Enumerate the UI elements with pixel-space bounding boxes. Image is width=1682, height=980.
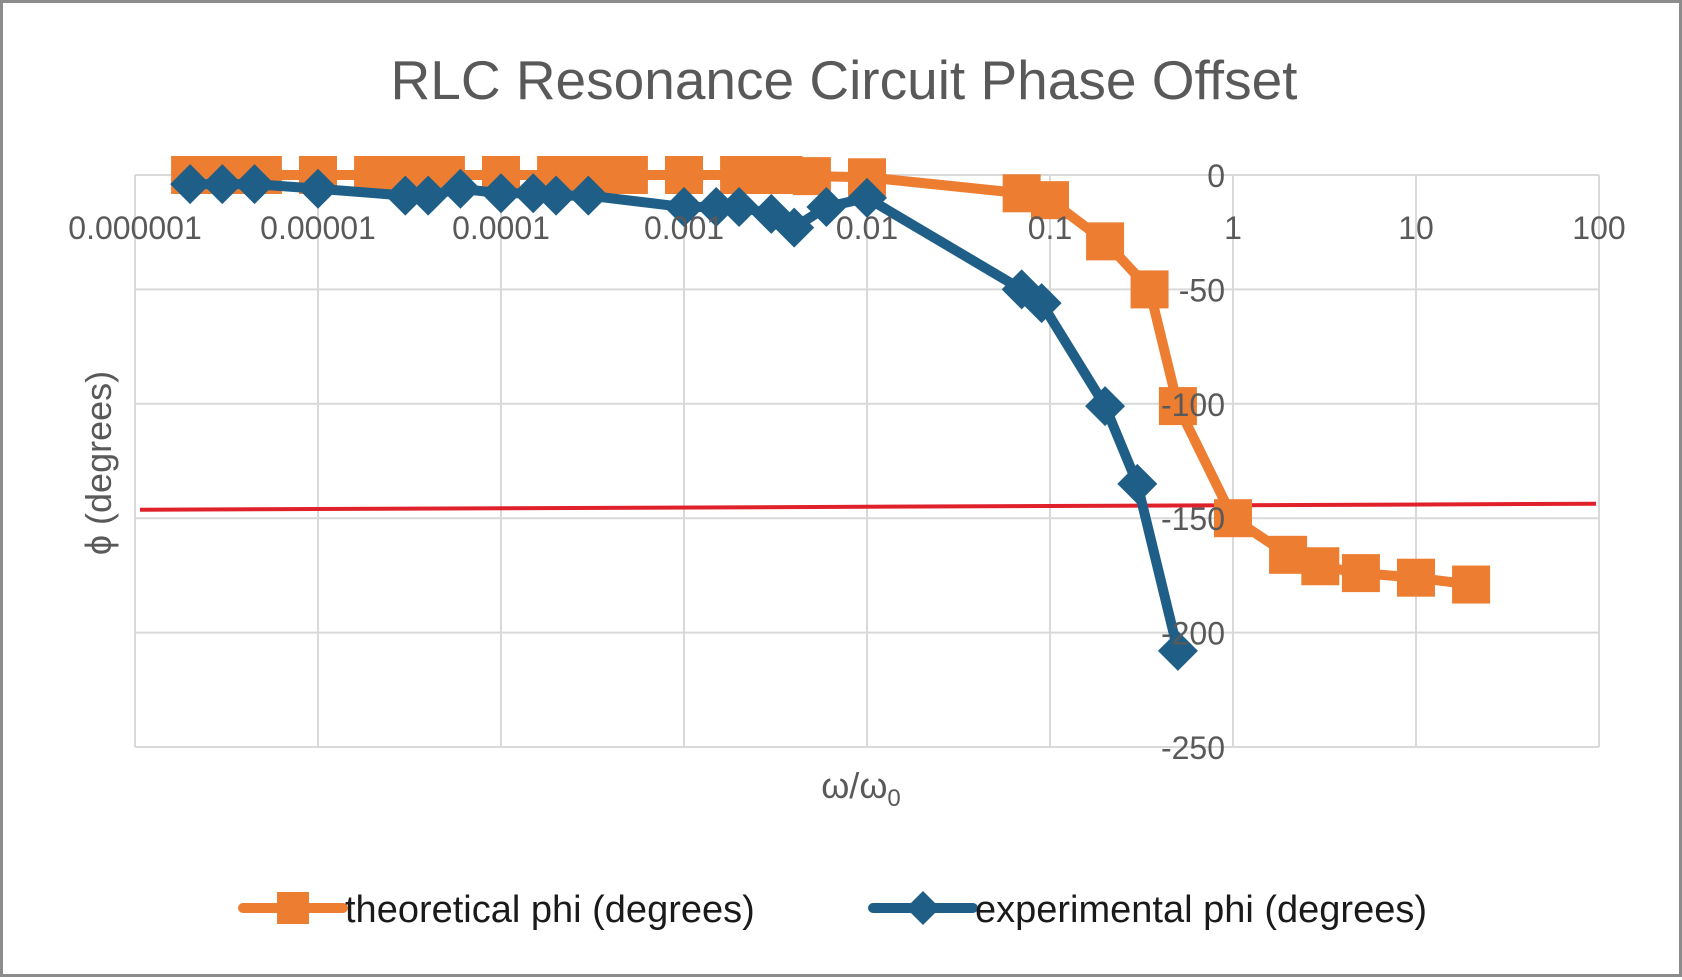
reference-line-layer	[139, 501, 1597, 512]
y-axis-title: ϕ (degrees)	[78, 371, 119, 555]
y-tick-label-4: -200	[1161, 616, 1225, 652]
x-tick-label-4: 0.01	[836, 210, 898, 246]
series-1-point-17	[847, 177, 887, 218]
chart-title: RLC Resonance Circuit Phase Offset	[391, 49, 1298, 111]
series-1-point-7	[481, 173, 521, 214]
series-0-point-13	[609, 156, 648, 194]
series-1-point-21	[1117, 463, 1158, 504]
series-0-point-30	[1452, 565, 1491, 604]
series-1-point-2	[234, 164, 275, 205]
series-0-point-24	[1158, 387, 1197, 426]
series-1-point-1	[202, 164, 243, 205]
grid-layer	[134, 174, 1600, 748]
series-1-point-5	[408, 175, 449, 216]
series-1-point-20	[1085, 386, 1126, 427]
series-1-point-10	[568, 175, 609, 216]
legend-label-1: experimental phi (degrees)	[975, 889, 1427, 931]
series-0-point-29	[1397, 558, 1435, 597]
legend-label-0: theoretical phi (degrees)	[345, 889, 755, 931]
chart-svg: RLC Resonance Circuit Phase Offset 0.000…	[68, 49, 1625, 931]
y-tick-label-3: -150	[1161, 501, 1225, 537]
legend-diamond-marker-icon	[906, 891, 940, 925]
series-1-point-6	[440, 168, 481, 209]
series-0-point-26	[1269, 535, 1308, 574]
series-1-point-11	[664, 187, 704, 228]
series-1-point-4	[385, 175, 426, 216]
series-1-point-12	[696, 187, 737, 228]
x-tick-label-8: 100	[1572, 210, 1625, 246]
series-1-point-19	[1021, 283, 1062, 324]
series-1-point-13	[719, 187, 760, 228]
reference-line	[139, 501, 1597, 512]
series-1	[170, 164, 1198, 671]
series-1-point-16	[806, 187, 847, 228]
series-1-point-0	[170, 164, 211, 205]
legend-square-marker-icon	[277, 892, 309, 924]
series-0-point-28	[1341, 554, 1380, 593]
series-0-point-21	[1031, 181, 1069, 220]
tick-label-layer: 0.000001 0.00001 0.0001 0.001 0.01 0.1 1 10 100 0…	[68, 158, 1625, 766]
y-tick-label-2: -100	[1161, 387, 1225, 423]
y-tick-label-1: -50	[1179, 272, 1225, 308]
x-axis-title-main: ω/ω	[821, 765, 887, 806]
series-1-point-9	[536, 175, 577, 216]
x-tick-label-3: 0.001	[644, 210, 724, 246]
x-tick-label-5: 0.1	[1028, 210, 1072, 246]
series-1-point-15	[774, 207, 815, 248]
series-1-point-8	[513, 173, 554, 214]
x-axis-title: ω/ω0	[821, 765, 901, 812]
x-axis-title-subscript: 0	[887, 785, 900, 812]
series-0-point-22	[1086, 222, 1125, 261]
y-tick-label-5: -250	[1161, 730, 1225, 766]
series-line-0	[185, 170, 1477, 590]
series-0-point-23	[1130, 270, 1169, 309]
series-0-point-27	[1301, 547, 1340, 586]
series-0-point-25	[1214, 499, 1252, 538]
legend-item-1: experimental phi (degrees)	[868, 889, 1427, 931]
series-layer	[170, 156, 1491, 671]
series-1-point-3	[298, 168, 338, 209]
legend-item-0: theoretical phi (degrees)	[238, 889, 755, 931]
series-0-point-18	[792, 157, 831, 196]
y-tick-label-0: 0	[1207, 158, 1225, 194]
x-tick-label-7: 10	[1398, 210, 1434, 246]
series-1-point-22	[1157, 630, 1198, 671]
x-tick-label-2: 0.0001	[452, 210, 550, 246]
x-tick-label-6: 1	[1224, 210, 1242, 246]
legend: theoretical phi (degrees) experimental ph…	[238, 889, 1427, 931]
x-tick-label-0: 0.000001	[68, 210, 201, 246]
x-tick-label-1: 0.00001	[260, 210, 376, 246]
